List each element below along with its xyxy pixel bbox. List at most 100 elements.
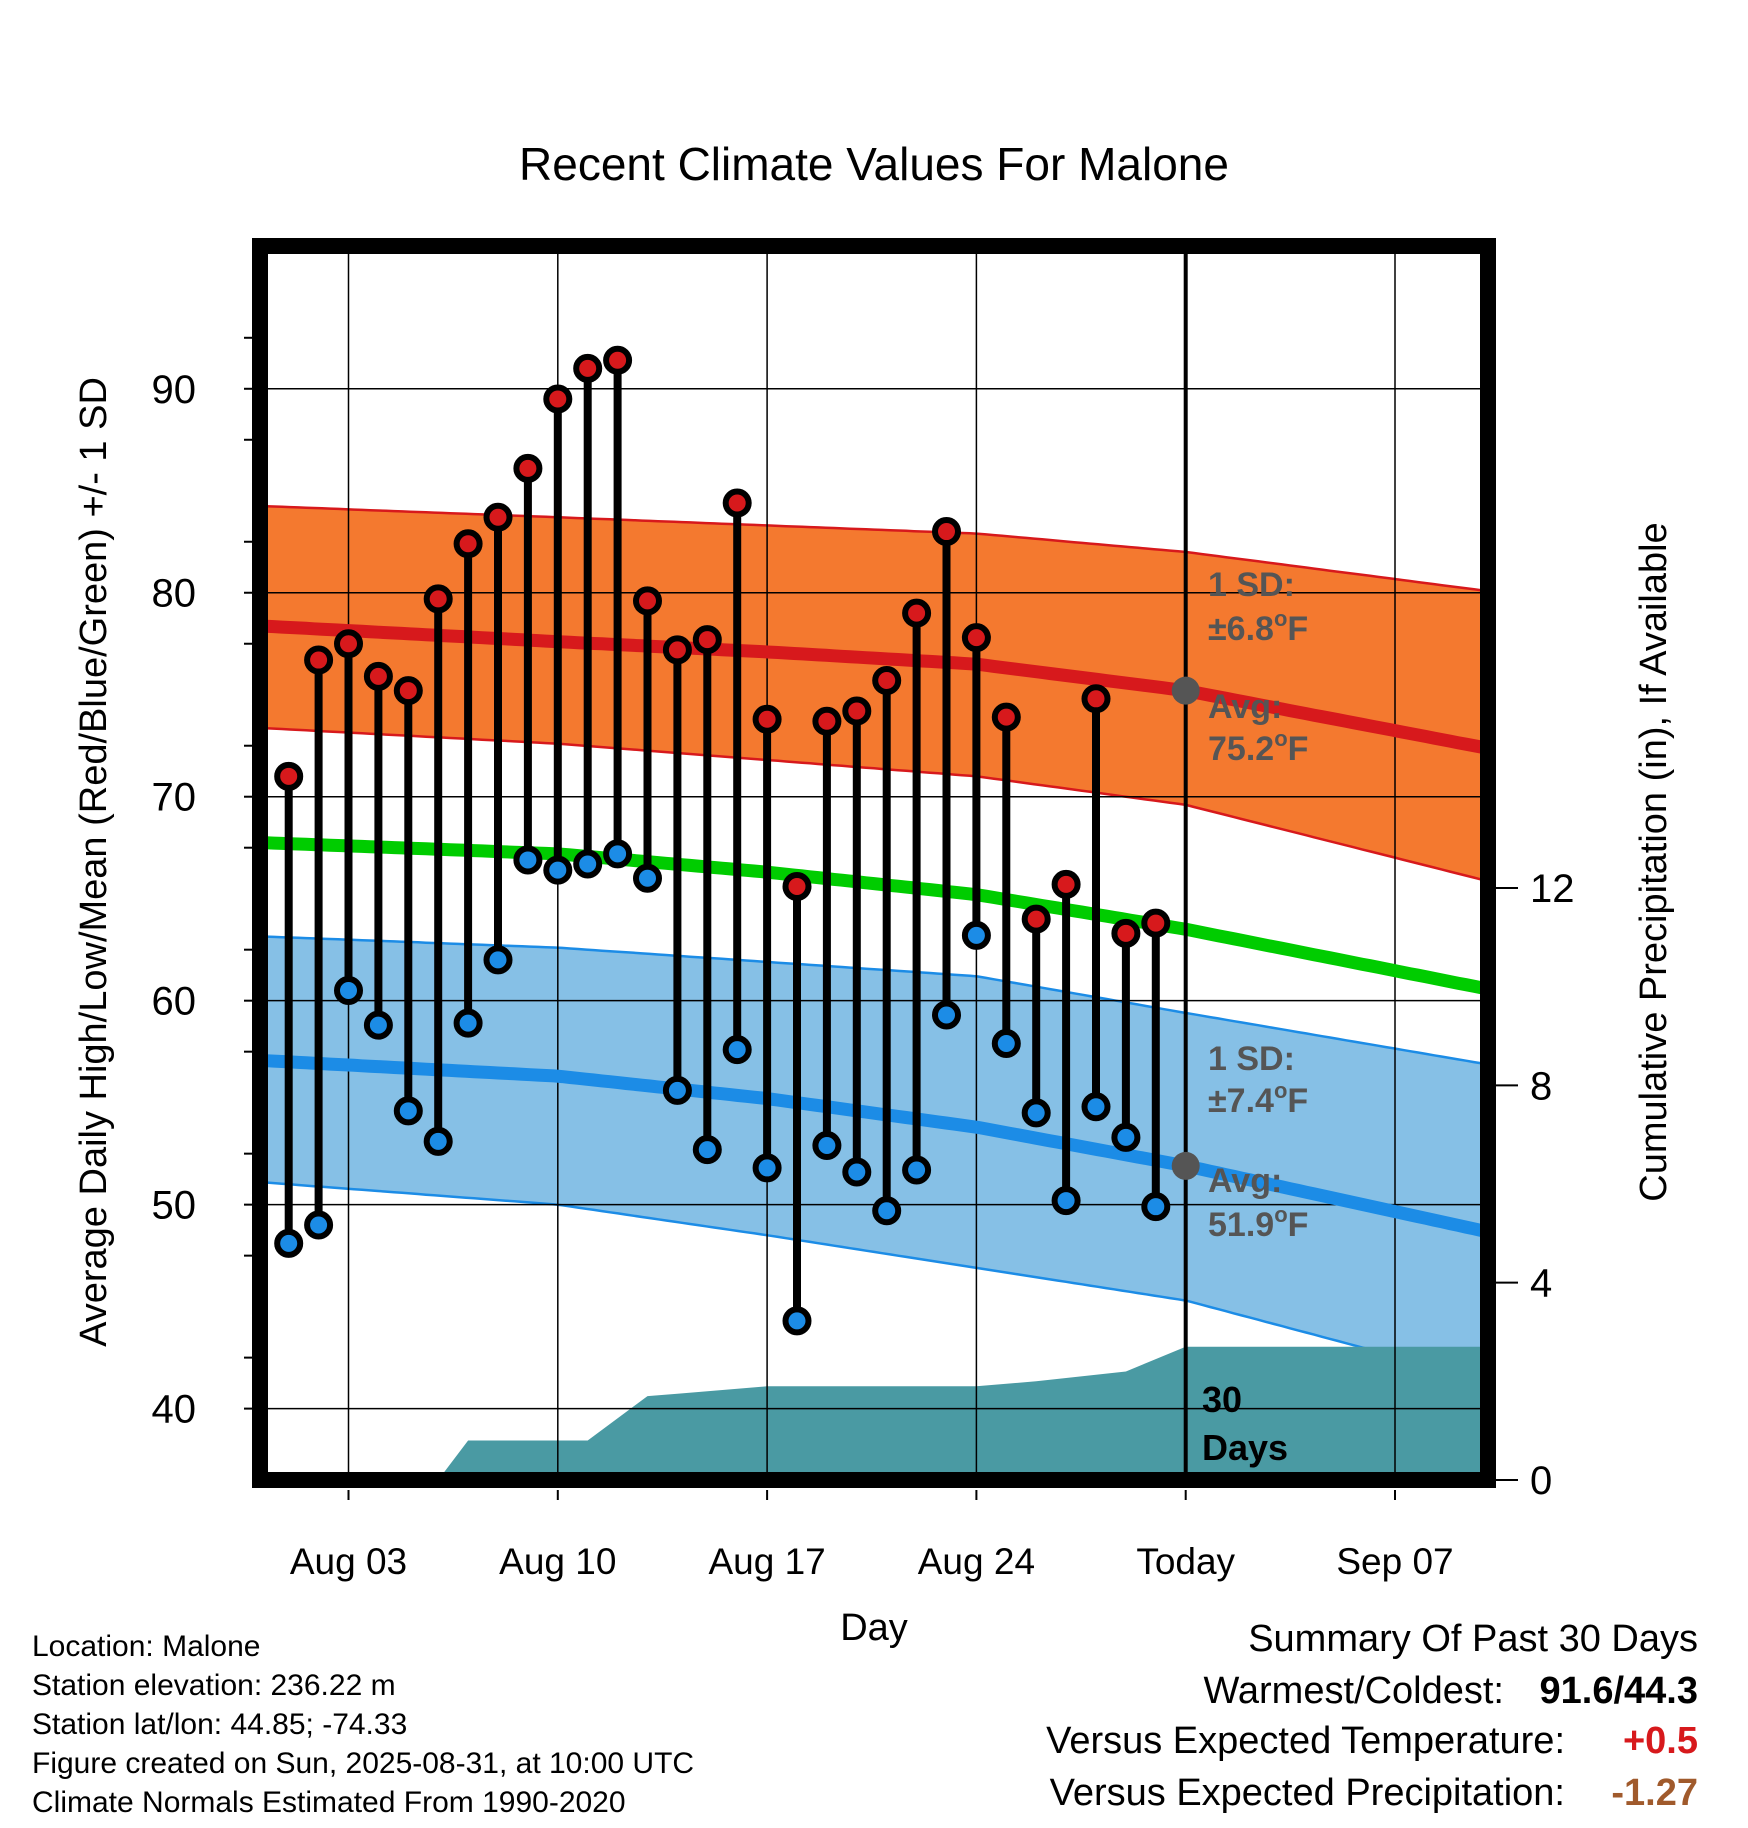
daily-low-point <box>782 1306 812 1336</box>
low-avg-value: 51.9oF <box>1208 1202 1308 1244</box>
daily-high-point <box>991 702 1021 732</box>
daily-low-point <box>842 1157 872 1187</box>
warmest-coldest-label: Warmest/Coldest: <box>1203 1670 1504 1712</box>
daily-low-point <box>304 1210 334 1240</box>
daily-high-point <box>483 502 513 532</box>
daily-low-point <box>1111 1122 1141 1152</box>
daily-low-point <box>423 1126 453 1156</box>
precip-label-days: Days <box>1202 1427 1288 1468</box>
y-tick-label: 70 <box>152 776 197 820</box>
precip-departure-label: Versus Expected Precipitation: <box>1049 1772 1565 1814</box>
daily-low-point <box>1021 1098 1051 1128</box>
daily-high-point <box>603 345 633 375</box>
daily-high-point <box>423 584 453 614</box>
temp-departure-value: +0.5 <box>1622 1720 1698 1762</box>
y2-tick-label: 4 <box>1530 1262 1552 1306</box>
daily-low-point <box>1051 1186 1081 1216</box>
daily-low-point <box>991 1029 1021 1059</box>
high-sd-label: 1 SD: <box>1208 566 1295 604</box>
x-tick-label: Aug 24 <box>918 1541 1035 1582</box>
mean-line <box>260 836 1488 996</box>
summary-title: Summary Of Past 30 Days <box>1248 1618 1698 1660</box>
location-text: Location: Malone <box>32 1630 261 1663</box>
daily-low-point <box>932 1000 961 1030</box>
high-sd-lower-line <box>260 726 1488 883</box>
daily-low-point <box>872 1196 902 1226</box>
daily-low-point <box>662 1075 692 1105</box>
daily-low-point <box>1081 1092 1111 1122</box>
y-tick-label: 50 <box>152 1184 197 1228</box>
daily-low-point <box>543 855 573 885</box>
high-avg-value: 75.2oF <box>1208 726 1308 768</box>
low-sd-value: ±7.4oF <box>1208 1078 1308 1120</box>
daily-low-point <box>453 1008 483 1038</box>
daily-low-point <box>633 863 662 893</box>
daily-low-point <box>812 1130 842 1160</box>
plot-frame <box>252 238 1496 1488</box>
today-avg-high-marker <box>1171 676 1200 705</box>
daily-high-point <box>633 586 662 616</box>
y-tick-label: 60 <box>152 980 197 1024</box>
daily-high-point <box>961 623 991 653</box>
low-avg-label: Avg: <box>1208 1162 1282 1200</box>
x-tick-label: Aug 03 <box>290 1541 407 1582</box>
precip-label-30: 30 <box>1202 1379 1242 1420</box>
elevation-text: Station elevation: 236.22 m <box>32 1669 396 1702</box>
x-tick-label: Aug 17 <box>708 1541 825 1582</box>
daily-high-point <box>363 661 393 691</box>
daily-high-point <box>304 645 334 675</box>
x-axis-label: Day <box>840 1607 908 1649</box>
daily-low-point <box>393 1096 423 1126</box>
y2-tick-label: 8 <box>1530 1064 1552 1108</box>
daily-high-point <box>573 353 603 383</box>
y-axis-label: Average Daily High/Low/Mean (Red/Blue/Gr… <box>73 377 115 1347</box>
chart-title: Recent Climate Values For Malone <box>519 138 1229 190</box>
precip-departure-value: -1.27 <box>1611 1772 1698 1814</box>
daily-high-point <box>1081 684 1111 714</box>
daily-low-point <box>513 845 543 875</box>
daily-high-point <box>453 529 483 559</box>
daily-high-point <box>872 665 902 695</box>
latlon-text: Station lat/lon: 44.85; -74.33 <box>32 1708 408 1741</box>
daily-low-point <box>274 1228 304 1258</box>
x-tick-label: Aug 10 <box>499 1541 616 1582</box>
daily-low-point <box>752 1153 782 1183</box>
daily-low-point <box>483 945 513 975</box>
created-text: Figure created on Sun, 2025-08-31, at 10… <box>32 1747 695 1780</box>
high-sd-upper-line <box>260 504 1488 593</box>
normals-text: Climate Normals Estimated From 1990-2020 <box>32 1786 626 1819</box>
mean-high-line <box>260 619 1488 756</box>
daily-high-point <box>722 488 752 518</box>
y-tick-label: 40 <box>152 1388 197 1432</box>
daily-high-point <box>274 761 304 791</box>
daily-high-point <box>393 676 423 706</box>
daily-low-point <box>363 1010 393 1040</box>
daily-high-point <box>932 517 961 547</box>
daily-low-point <box>1141 1192 1171 1222</box>
daily-low-point <box>334 975 363 1005</box>
daily-high-point <box>692 625 722 655</box>
y2-tick-label: 0 <box>1530 1459 1552 1503</box>
daily-high-point <box>1051 869 1081 899</box>
y2-tick-label: 12 <box>1530 867 1575 911</box>
high-avg-label: Avg: <box>1208 688 1282 726</box>
y-tick-label: 90 <box>152 368 197 412</box>
high-sd-value: ±6.8oF <box>1208 606 1308 648</box>
high-sd-band <box>260 505 1488 882</box>
low-sd-label: 1 SD: <box>1208 1040 1295 1078</box>
daily-high-point <box>782 871 812 901</box>
y-tick-label: 80 <box>152 572 197 616</box>
daily-low-point <box>603 839 633 869</box>
daily-high-point <box>812 706 842 736</box>
daily-high-point <box>902 598 932 628</box>
daily-high-point <box>842 696 872 726</box>
daily-high-point <box>662 635 692 665</box>
mean-low-line <box>260 1053 1488 1239</box>
low-sd-lower-line <box>260 1180 1488 1383</box>
daily-low-point <box>692 1135 722 1165</box>
today-avg-low-marker <box>1171 1151 1200 1180</box>
warmest-coldest-value: 91.6/44.3 <box>1539 1670 1698 1712</box>
daily-low-point <box>902 1155 932 1185</box>
